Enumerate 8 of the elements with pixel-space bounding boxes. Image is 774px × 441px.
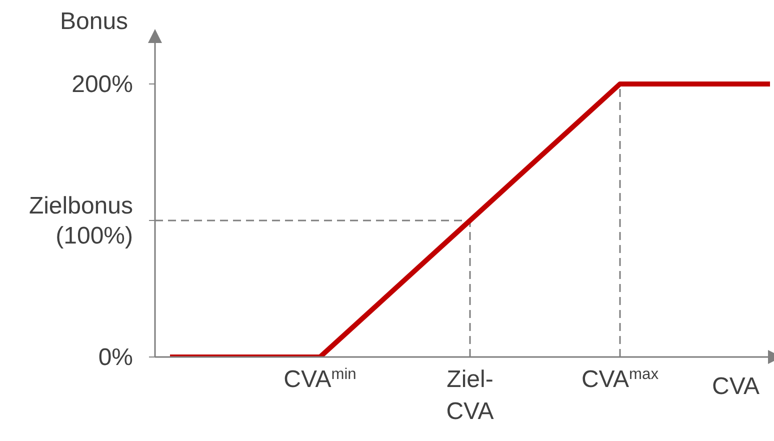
y-tick-label: 200% xyxy=(72,70,133,98)
x-tick-label: Ziel-CVA xyxy=(446,366,494,425)
y-tick-label: Zielbonus (100%) xyxy=(28,192,133,250)
y-axis-title: Bonus xyxy=(60,8,128,36)
x-axis-title: CVA xyxy=(712,373,760,401)
y-tick-label: 0% xyxy=(98,344,133,371)
x-tick-label: CVA$^{min}$ xyxy=(284,366,356,393)
x-tick-label: CVA$^{max}$ xyxy=(581,366,659,393)
